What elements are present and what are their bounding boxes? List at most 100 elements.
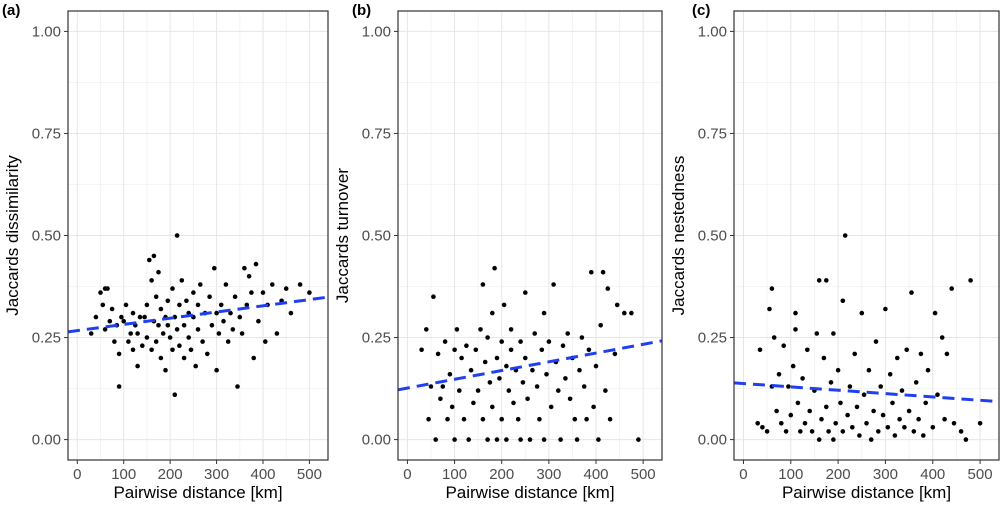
data-point: [544, 372, 549, 377]
data-point: [508, 347, 514, 353]
data-point: [478, 327, 483, 332]
data-point: [771, 335, 777, 340]
data-point: [876, 429, 881, 434]
plot-frame: [397, 10, 663, 461]
data-point: [539, 347, 545, 353]
data-point: [887, 372, 893, 377]
data-point: [433, 437, 439, 442]
data-point: [459, 355, 464, 361]
data-point: [174, 233, 180, 238]
data-point: [221, 318, 226, 324]
data-point: [760, 425, 765, 430]
data-point: [591, 404, 596, 410]
data-point: [793, 327, 798, 332]
data-point: [603, 388, 608, 393]
data-point: [831, 437, 836, 442]
data-point: [518, 437, 523, 442]
data-point: [769, 286, 775, 291]
data-point: [100, 302, 106, 308]
data-point: [816, 278, 822, 283]
data-point: [485, 437, 490, 442]
data-point: [786, 384, 791, 389]
data-point: [579, 335, 585, 340]
data-point: [567, 396, 573, 402]
data-point: [546, 339, 552, 344]
data-point: [614, 302, 620, 308]
data-point: [527, 437, 533, 442]
y-tick-label: 0.75: [362, 125, 391, 142]
data-point: [755, 421, 760, 426]
data-point: [170, 286, 175, 291]
data-point: [798, 429, 803, 434]
data-point: [449, 404, 455, 410]
data-point: [504, 437, 509, 442]
data-point: [932, 310, 938, 316]
data-point: [457, 388, 462, 393]
data-point: [424, 327, 429, 332]
y-tick-label: 0.00: [362, 432, 391, 449]
data-point: [776, 372, 782, 377]
trend-line: [397, 339, 663, 392]
data-point: [563, 376, 568, 381]
data-point: [98, 290, 103, 295]
data-point: [442, 339, 448, 344]
data-point: [913, 380, 919, 385]
data-point: [156, 323, 161, 328]
x-tick-label: 200: [826, 466, 851, 483]
data-point: [814, 331, 820, 336]
data-point: [205, 351, 210, 357]
data-point: [209, 323, 215, 328]
x-tick-label: 500: [631, 466, 656, 483]
y-tick-label: 0.00: [698, 432, 727, 449]
y-tick-label: 0.50: [32, 228, 61, 245]
data-point: [307, 290, 312, 295]
x-tick-label: 100: [111, 466, 136, 483]
data-point: [499, 416, 505, 422]
data-point: [128, 331, 133, 336]
y-tick-label: 1.00: [698, 23, 727, 40]
data-point: [530, 367, 535, 373]
data-point: [461, 416, 467, 422]
data-point: [511, 400, 516, 406]
data-point: [963, 437, 969, 442]
data-point: [935, 392, 940, 398]
y-tick-label: 0.25: [698, 330, 727, 347]
data-point: [515, 416, 521, 422]
x-axis-label: Pairwise distance [km]: [113, 483, 282, 502]
data-point: [890, 400, 895, 406]
data-point: [826, 429, 831, 434]
data-point: [485, 335, 490, 340]
x-tick-label: 300: [873, 466, 898, 483]
data-point: [207, 294, 212, 300]
data-point: [508, 327, 514, 332]
data-point: [445, 416, 450, 422]
data-point: [629, 310, 634, 316]
data-point: [767, 306, 772, 312]
data-point: [878, 384, 883, 389]
data-point: [464, 343, 469, 349]
data-point: [871, 408, 876, 414]
data-point: [195, 327, 201, 332]
data-point: [246, 274, 252, 279]
data-point: [230, 327, 236, 332]
data-point: [480, 282, 486, 287]
data-point: [88, 331, 94, 336]
data-point: [504, 363, 509, 369]
data-point: [548, 404, 554, 410]
data-point: [123, 302, 129, 308]
data-point: [468, 367, 474, 373]
data-point: [452, 437, 457, 442]
x-tick-label: 400: [250, 466, 275, 483]
y-axis-label: Jaccards dissimilarity: [3, 155, 22, 316]
data-point: [126, 339, 131, 344]
data-point: [560, 343, 566, 349]
x-tick-label: 300: [536, 466, 561, 483]
data-point: [831, 331, 836, 336]
data-point: [861, 392, 867, 398]
data-point: [263, 339, 268, 344]
data-point: [195, 302, 201, 308]
x-tick-label: 0: [739, 466, 747, 483]
x-tick-label: 200: [489, 466, 514, 483]
data-point: [253, 261, 259, 267]
data-point: [636, 437, 641, 442]
